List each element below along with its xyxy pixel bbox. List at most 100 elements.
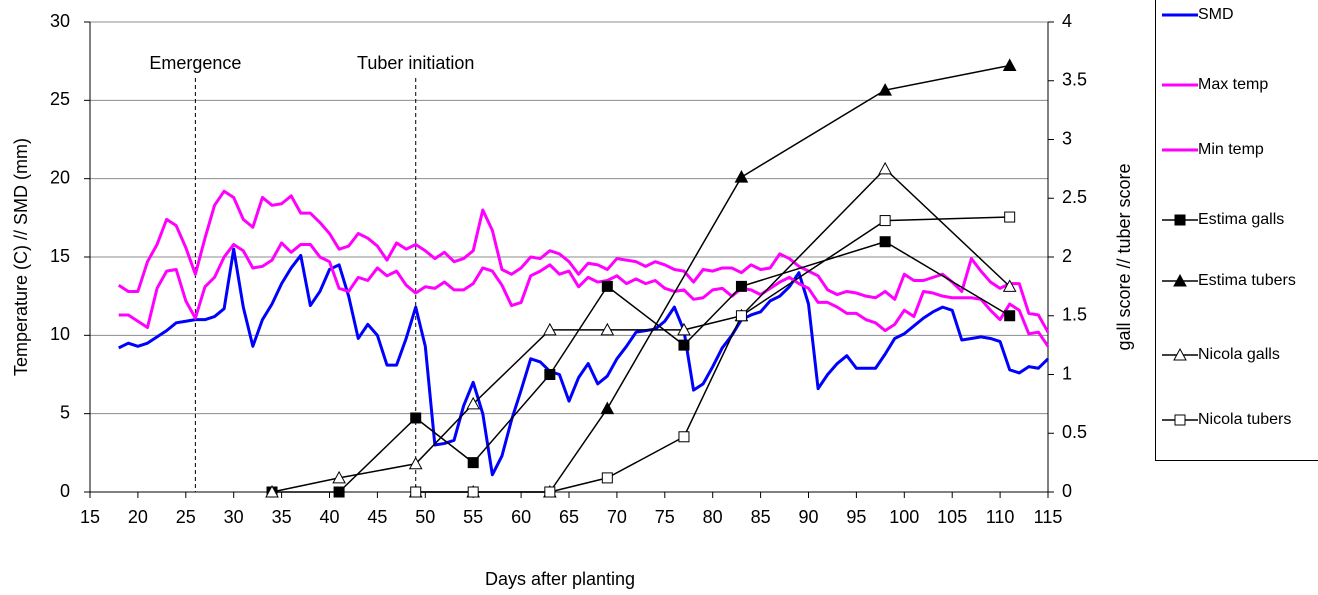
legend-label: Estima tubers	[1198, 272, 1296, 289]
legend-swatch	[1162, 214, 1198, 226]
x-tick-label: 65	[559, 507, 579, 527]
marker	[878, 161, 892, 175]
legend-item: Estima tubers	[1156, 268, 1296, 294]
legend-swatch	[1162, 273, 1198, 287]
legend-item: Nicola galls	[1156, 342, 1280, 368]
y2-tick-label: 2.5	[1062, 187, 1087, 207]
y-tick-label: 10	[50, 324, 70, 344]
x-tick-label: 60	[511, 507, 531, 527]
legend: SMD Max temp Min temp Estima galls Estima tu…	[1155, 0, 1318, 461]
marker	[466, 396, 481, 410]
y-tick-label: 0	[60, 481, 70, 501]
x-tick-label: 55	[463, 507, 483, 527]
x-tick-label: 45	[367, 507, 387, 527]
marker	[600, 322, 615, 336]
marker	[677, 322, 691, 336]
legend-item: SMD	[1156, 2, 1234, 28]
legend-swatch	[1162, 414, 1198, 426]
marker	[467, 457, 479, 469]
x-tick-label: 85	[751, 507, 771, 527]
series-line	[118, 247, 1050, 477]
y2-tick-label: 4	[1062, 11, 1072, 31]
legend-label: Nicola tubers	[1198, 411, 1292, 428]
event-label: Emergence	[149, 53, 241, 73]
y-tick-label: 25	[50, 89, 70, 109]
legend-label: Max temp	[1198, 76, 1269, 93]
legend-item: Estima galls	[1156, 207, 1284, 233]
marker	[1004, 211, 1016, 223]
series-line	[117, 189, 1050, 333]
marker	[879, 215, 891, 227]
y2-tick-label: 0	[1062, 481, 1072, 501]
marker	[735, 280, 747, 292]
x-tick-label: 115	[1034, 507, 1063, 527]
marker	[601, 472, 613, 484]
legend-swatch	[1162, 13, 1198, 17]
x-tick-label: 70	[607, 507, 627, 527]
legend-label: SMD	[1198, 6, 1234, 23]
legend-item: Nicola tubers	[1156, 407, 1291, 433]
y2-tick-label: 2	[1062, 246, 1072, 266]
series-line	[272, 240, 1011, 493]
y2-axis-label: gall score // tuber score	[1114, 163, 1134, 350]
marker	[544, 486, 556, 498]
x-tick-label: 30	[224, 507, 244, 527]
legend-label: Estima galls	[1198, 211, 1285, 228]
x-tick-label: 110	[986, 507, 1015, 527]
legend-item: Min temp	[1156, 137, 1264, 163]
marker	[410, 486, 422, 498]
event-label: Tuber initiation	[357, 53, 474, 73]
marker	[542, 322, 557, 336]
legend-item: Max temp	[1156, 72, 1268, 98]
x-tick-label: 100	[889, 507, 919, 527]
y-axis-label: Temperature (C) // SMD (mm)	[11, 138, 31, 376]
y2-tick-label: 0.5	[1062, 422, 1087, 442]
marker	[544, 369, 556, 380]
marker	[601, 280, 613, 292]
y-tick-label: 5	[60, 402, 70, 422]
x-tick-label: 15	[80, 507, 100, 527]
marker	[734, 170, 749, 183]
x-tick-label: 80	[703, 507, 723, 527]
x-tick-label: 50	[415, 507, 435, 527]
y-tick-label: 15	[50, 246, 70, 266]
marker	[600, 401, 615, 415]
series-line	[415, 64, 1010, 493]
marker	[1173, 347, 1187, 361]
marker	[467, 486, 479, 498]
marker	[1174, 414, 1186, 426]
x-tick-label: 25	[176, 507, 196, 527]
y-tick-label: 30	[50, 11, 70, 31]
legend-label: Min temp	[1198, 141, 1264, 158]
marker	[879, 236, 891, 248]
marker	[878, 83, 892, 96]
legend-swatch	[1162, 83, 1198, 87]
x-tick-label: 95	[846, 507, 866, 527]
series-line	[415, 216, 1010, 493]
y2-tick-label: 3	[1062, 128, 1072, 148]
y2-tick-label: 1	[1062, 363, 1072, 383]
x-tick-label: 20	[128, 507, 148, 527]
x-tick-label: 90	[798, 507, 818, 527]
x-tick-label: 105	[937, 507, 967, 527]
marker	[408, 456, 423, 470]
y-tick-label: 20	[50, 167, 70, 187]
marker	[1173, 273, 1187, 287]
marker	[265, 484, 279, 498]
x-tick-label: 35	[272, 507, 292, 527]
series-line	[118, 241, 1050, 348]
y2-tick-label: 3.5	[1062, 70, 1087, 90]
marker	[332, 470, 346, 484]
series-line	[271, 168, 1011, 493]
legend-swatch	[1162, 347, 1198, 361]
legend-label: Nicola galls	[1198, 346, 1280, 363]
marker	[1002, 279, 1017, 292]
marker	[1174, 214, 1186, 226]
marker	[1002, 58, 1017, 71]
marker	[735, 310, 747, 322]
marker	[410, 412, 422, 424]
marker	[333, 486, 345, 498]
marker	[678, 339, 690, 351]
